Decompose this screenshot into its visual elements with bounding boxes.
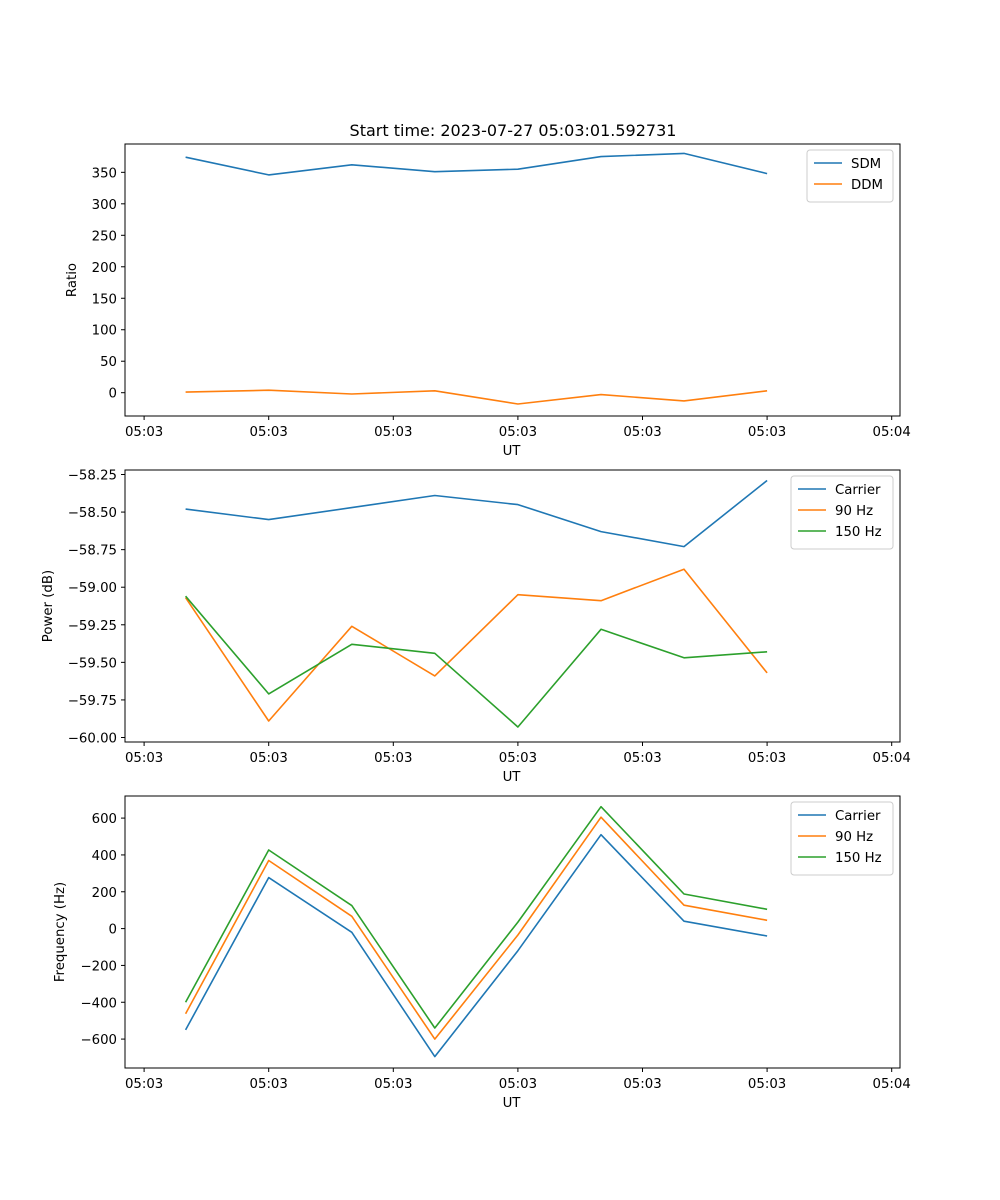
y-tick-label: −400 bbox=[80, 996, 117, 1011]
legend: Carrier 90 Hz 150 Hz bbox=[790, 475, 894, 550]
y-tick-label: 0 bbox=[109, 923, 117, 938]
series-line-ddm bbox=[185, 389, 768, 405]
x-axis-label: UT bbox=[503, 444, 522, 459]
y-tick-label: −59.00 bbox=[68, 581, 117, 596]
x-tick-label: 05:03 bbox=[125, 1077, 163, 1092]
legend-label: 150 Hz bbox=[835, 851, 882, 866]
y-tick-label: 200 bbox=[92, 886, 117, 901]
y-tick-label: 50 bbox=[100, 355, 117, 370]
legend-label: Carrier bbox=[835, 809, 881, 824]
x-tick-label: 05:03 bbox=[374, 1077, 412, 1092]
legend-label: SDM bbox=[851, 157, 881, 172]
y-tick-label: −60.00 bbox=[68, 731, 117, 746]
series-line-90-hz bbox=[184, 568, 768, 722]
x-tick-label: 05:03 bbox=[748, 1077, 786, 1092]
x-tick-label: 05:03 bbox=[250, 1077, 288, 1092]
y-axis-label: Power (dB) bbox=[41, 570, 56, 642]
x-tick-label: 05:03 bbox=[125, 751, 163, 766]
legend-label: Carrier bbox=[835, 483, 881, 498]
figure-title: Start time: 2023-07-27 05:03:01.592731 bbox=[350, 121, 677, 140]
series-line-sdm bbox=[185, 152, 768, 176]
x-tick-label: 05:04 bbox=[873, 425, 911, 440]
panel-2: 05:03 05:03 05:03 05:03 05:03 05:03 05:04 −60.0… bbox=[41, 469, 911, 785]
axes-frame bbox=[124, 469, 901, 743]
x-tick-label: 05:03 bbox=[748, 751, 786, 766]
legend-label: 90 Hz bbox=[835, 830, 873, 845]
x-tick-label: 05:04 bbox=[873, 1077, 911, 1092]
y-tick-label: 250 bbox=[92, 229, 117, 244]
legend: SDM DDM bbox=[806, 149, 894, 203]
x-tick-label: 05:03 bbox=[499, 751, 537, 766]
y-tick-label: 200 bbox=[92, 261, 117, 276]
x-tick-label: 05:03 bbox=[374, 425, 412, 440]
x-tick-label: 05:03 bbox=[125, 425, 163, 440]
x-tick-label: 05:03 bbox=[623, 751, 661, 766]
x-axis-label: UT bbox=[503, 770, 522, 785]
y-tick-label: −59.25 bbox=[68, 619, 117, 634]
x-tick-label: 05:03 bbox=[623, 1077, 661, 1092]
x-tick-label: 05:03 bbox=[250, 425, 288, 440]
y-tick-label: −59.75 bbox=[68, 694, 117, 709]
y-tick-label: 100 bbox=[92, 324, 117, 339]
y-tick-label: 300 bbox=[92, 198, 117, 213]
y-tick-label: 400 bbox=[92, 849, 117, 864]
x-axis-label: UT bbox=[503, 1096, 522, 1111]
series-line-150-hz bbox=[184, 805, 768, 1029]
axes-frame bbox=[124, 143, 901, 417]
y-tick-label: 150 bbox=[92, 292, 117, 307]
y-tick-label: 600 bbox=[92, 812, 117, 827]
x-tick-label: 05:03 bbox=[748, 425, 786, 440]
series-line-90-hz bbox=[184, 816, 768, 1040]
y-axis-label: Frequency (Hz) bbox=[53, 882, 68, 982]
legend: Carrier 90 Hz 150 Hz bbox=[790, 801, 894, 876]
y-tick-label: 350 bbox=[92, 166, 117, 181]
panel-1: 05:03 05:03 05:03 05:03 05:03 05:03 05:04 0 50 10… bbox=[65, 143, 911, 459]
x-tick-label: 05:04 bbox=[873, 751, 911, 766]
series-line-carrier bbox=[185, 479, 768, 548]
legend-label: DDM bbox=[851, 178, 883, 193]
y-tick-label: −58.25 bbox=[68, 469, 117, 484]
y-tick-label: −58.50 bbox=[68, 506, 117, 521]
x-tick-label: 05:03 bbox=[374, 751, 412, 766]
y-tick-label: −200 bbox=[80, 959, 117, 974]
x-tick-label: 05:03 bbox=[499, 425, 537, 440]
panel-3: 05:03 05:03 05:03 05:03 05:03 05:03 05:04 −600 −… bbox=[53, 795, 911, 1111]
panels: 05:03 05:03 05:03 05:03 05:03 05:03 05:04 0 50 10… bbox=[41, 143, 911, 1111]
legend-label: 150 Hz bbox=[835, 525, 882, 540]
axes-frame bbox=[124, 795, 901, 1069]
y-tick-label: −600 bbox=[80, 1033, 117, 1048]
x-tick-label: 05:03 bbox=[499, 1077, 537, 1092]
legend-label: 90 Hz bbox=[835, 504, 873, 519]
y-tick-label: 0 bbox=[109, 387, 117, 402]
series-line-150-hz bbox=[184, 595, 768, 728]
series-line-carrier bbox=[184, 833, 768, 1058]
y-tick-label: −59.50 bbox=[68, 656, 117, 671]
y-axis-label: Ratio bbox=[65, 263, 80, 297]
x-tick-label: 05:03 bbox=[250, 751, 288, 766]
y-tick-label: −58.75 bbox=[68, 544, 117, 559]
x-tick-label: 05:03 bbox=[623, 425, 661, 440]
